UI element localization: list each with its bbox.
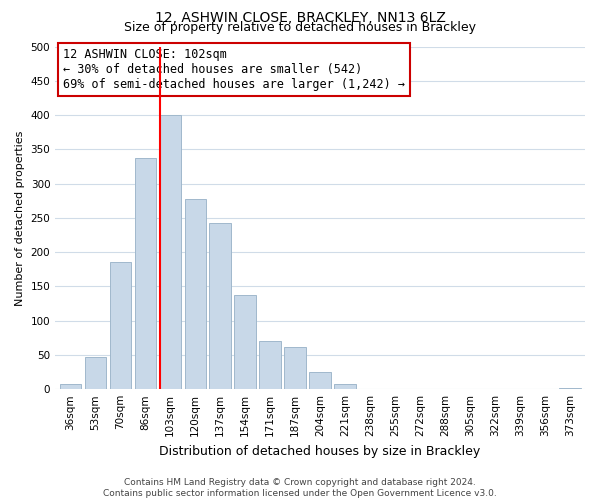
Bar: [160, 115, 181, 389]
X-axis label: Distribution of detached houses by size in Brackley: Distribution of detached houses by size …: [160, 444, 481, 458]
Bar: [185, 200, 206, 389]
Bar: [59, 384, 81, 389]
Text: Size of property relative to detached houses in Brackley: Size of property relative to detached ho…: [124, 21, 476, 34]
Y-axis label: Number of detached properties: Number of detached properties: [15, 130, 25, 306]
Bar: [284, 346, 306, 389]
Bar: [110, 262, 131, 389]
Text: Contains HM Land Registry data © Crown copyright and database right 2024.
Contai: Contains HM Land Registry data © Crown c…: [103, 478, 497, 498]
Bar: [134, 158, 156, 389]
Bar: [310, 372, 331, 389]
Bar: [559, 388, 581, 389]
Text: 12 ASHWIN CLOSE: 102sqm
← 30% of detached houses are smaller (542)
69% of semi-d: 12 ASHWIN CLOSE: 102sqm ← 30% of detache…: [63, 48, 405, 91]
Bar: [334, 384, 356, 389]
Bar: [235, 296, 256, 389]
Bar: [259, 341, 281, 389]
Bar: [85, 357, 106, 389]
Bar: [209, 224, 231, 389]
Text: 12, ASHWIN CLOSE, BRACKLEY, NN13 6LZ: 12, ASHWIN CLOSE, BRACKLEY, NN13 6LZ: [155, 11, 445, 25]
